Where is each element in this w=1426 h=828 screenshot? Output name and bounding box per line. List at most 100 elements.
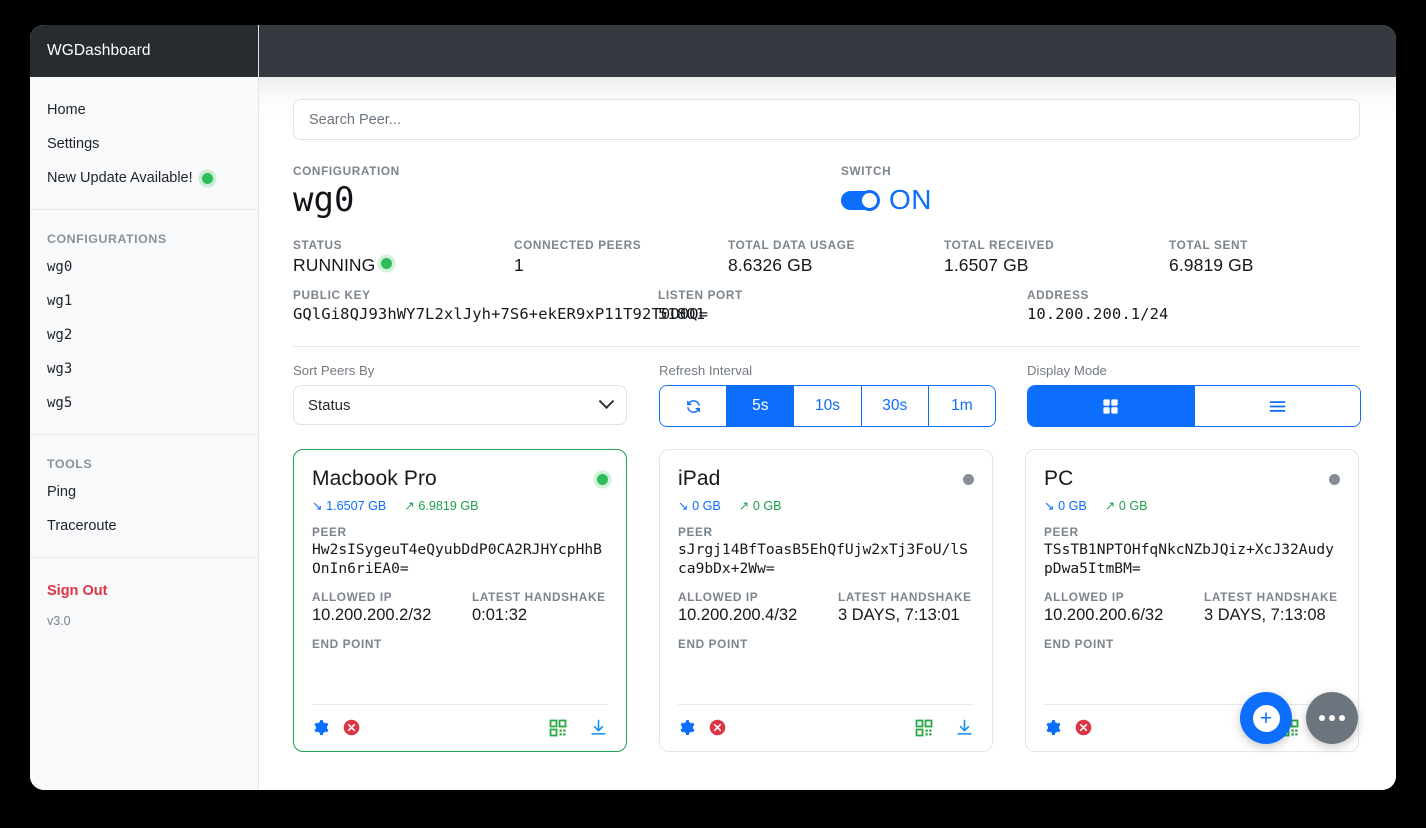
peer-endpoint-field: END POINT bbox=[1044, 637, 1340, 653]
add-peer-button[interactable]: + bbox=[1240, 692, 1292, 744]
refresh-interval-label: Refresh Interval bbox=[659, 363, 753, 379]
peer-key-label: PEER bbox=[678, 525, 713, 540]
gear-icon bbox=[314, 720, 329, 735]
qr-code-icon bbox=[549, 719, 567, 736]
peer-qrcode-button[interactable] bbox=[915, 719, 933, 737]
configuration-identity: CONFIGURATION wg0 bbox=[293, 164, 841, 220]
address-value: 10.200.200.1/24 bbox=[1027, 305, 1169, 324]
stat-connected-peers: CONNECTED PEERS 1 bbox=[514, 238, 728, 276]
sidebar-item-wg1[interactable]: wg1 bbox=[30, 284, 258, 318]
sidebar-item-home[interactable]: Home bbox=[30, 93, 258, 127]
peer-network-fields: ALLOWED IP 10.200.200.4/32 LATEST HANDSH… bbox=[678, 590, 974, 625]
stat-label: PUBLIC KEY bbox=[293, 288, 371, 303]
peer-sent: ↗ 0 GB bbox=[1104, 499, 1148, 514]
peer-sent-value: 6.9819 GB bbox=[418, 499, 479, 514]
search-peer-input[interactable]: Search Peer... bbox=[293, 99, 1360, 140]
peer-download-button[interactable] bbox=[589, 718, 608, 737]
display-mode-list-button[interactable] bbox=[1194, 386, 1360, 427]
chevron-down-icon bbox=[598, 392, 615, 409]
floating-action-buttons: + bbox=[1240, 692, 1358, 744]
sidebar-item-wg2[interactable]: wg2 bbox=[30, 318, 258, 352]
peer-allowed-ip: 10.200.200.4/32 bbox=[678, 606, 798, 625]
peer-status-dot-icon bbox=[963, 473, 974, 485]
peer-public-key: TSsTB1NPTOHfqNkcNZbJQiz+XcJ32AudypDwa5It… bbox=[1044, 541, 1334, 577]
sidebar-item-new-update[interactable]: New Update Available! bbox=[30, 161, 258, 195]
peer-delete-button[interactable] bbox=[343, 719, 360, 736]
switch-label: SWITCH bbox=[841, 164, 892, 178]
sidebar-main-nav: Home Settings New Update Available! bbox=[30, 77, 258, 210]
peer-card-actions bbox=[1044, 704, 1340, 737]
sidebar-header: WGDashboard bbox=[30, 25, 258, 77]
stat-label: TOTAL DATA USAGE bbox=[728, 238, 856, 253]
sidebar-item-wg0[interactable]: wg0 bbox=[30, 250, 258, 284]
configuration-switch[interactable]: ON bbox=[841, 184, 932, 216]
peer-received-value: 0 GB bbox=[692, 499, 721, 514]
peer-public-key: Hw2sISygeuT4eQyubDdP0CA2RJHYcpHhBOnIn6ri… bbox=[312, 541, 602, 577]
peer-card-actions-left bbox=[1044, 719, 1092, 736]
stat-value: 6.9819 GB bbox=[1169, 255, 1254, 276]
stat-value: 1.6507 GB bbox=[944, 255, 1029, 276]
peer-card[interactable]: PC ↘ 0 GB ↗ 0 GB PEER TSsTB1NPTOHfqNkcNZ… bbox=[1025, 449, 1359, 753]
refresh-interval-10s[interactable]: 10s bbox=[794, 386, 862, 427]
list-icon bbox=[1269, 400, 1286, 412]
section-divider bbox=[293, 346, 1360, 348]
peer-usage: ↘ 0 GB ↗ 0 GB bbox=[1044, 498, 1340, 513]
refresh-interval-30s[interactable]: 30s bbox=[861, 386, 929, 427]
refresh-interval-1m[interactable]: 1m bbox=[928, 386, 995, 427]
more-options-button[interactable] bbox=[1306, 692, 1358, 744]
peer-sent-value: 0 GB bbox=[752, 499, 782, 514]
peer-card[interactable]: iPad ↘ 0 GB ↗ 0 GB PEER sJrgj14BfToasB5E… bbox=[659, 449, 993, 753]
sidebar-item-wg5[interactable]: wg5 bbox=[30, 386, 258, 420]
sidebar-item-label: Home bbox=[47, 102, 86, 118]
sidebar-item-label: New Update Available! bbox=[47, 170, 193, 186]
stat-address: ADDRESS 10.200.200.1/24 bbox=[1027, 288, 1168, 324]
toggle-switch-icon[interactable] bbox=[841, 189, 880, 211]
peer-key-field: PEER Hw2sISygeuT4eQyubDdP0CA2RJHYcpHhBOn… bbox=[312, 525, 608, 578]
stat-label: LISTEN PORT bbox=[658, 288, 743, 303]
sidebar-item-label: Settings bbox=[47, 136, 100, 152]
stat-label: TOTAL RECEIVED bbox=[944, 238, 1055, 253]
sidebar-item-settings[interactable]: Settings bbox=[30, 127, 258, 161]
download-icon bbox=[591, 719, 606, 735]
refresh-interval-5s[interactable]: 5s bbox=[727, 386, 795, 427]
app-version: v3.0 bbox=[47, 614, 71, 628]
peer-settings-button[interactable] bbox=[678, 719, 695, 736]
stat-label: STATUS bbox=[293, 238, 343, 253]
peer-sent: ↗ 6.9819 GB bbox=[404, 499, 479, 514]
peer-settings-button[interactable] bbox=[1044, 719, 1061, 736]
peer-allowed-ip: 10.200.200.6/32 bbox=[1044, 606, 1164, 625]
configuration-hero: CONFIGURATION wg0 SWITCH ON bbox=[293, 164, 1360, 220]
peer-delete-button[interactable] bbox=[1075, 719, 1092, 736]
peer-allowed-ip-field: ALLOWED IP 10.200.200.6/32 bbox=[1044, 590, 1204, 625]
delete-circle-icon bbox=[709, 719, 726, 736]
sidebar-item-ping[interactable]: Ping bbox=[30, 475, 258, 509]
peer-card-header: iPad bbox=[678, 467, 974, 491]
sidebar-footer: Sign Out v3.0 bbox=[30, 558, 258, 648]
sidebar-item-wg3[interactable]: wg3 bbox=[30, 352, 258, 386]
gear-icon bbox=[680, 720, 695, 735]
peer-card-actions-left bbox=[312, 719, 360, 736]
stat-label: CONNECTED PEERS bbox=[514, 238, 642, 253]
peer-status-dot-icon bbox=[597, 473, 608, 485]
peer-card[interactable]: Macbook Pro ↘ 1.6507 GB ↗ 6.9819 GB PEER… bbox=[293, 449, 627, 753]
peer-card-actions bbox=[312, 704, 608, 737]
content-scroll-area: Search Peer... CONFIGURATION wg0 SWITCH … bbox=[259, 77, 1396, 790]
sidebar-item-traceroute[interactable]: Traceroute bbox=[30, 509, 258, 543]
peer-download-button[interactable] bbox=[955, 718, 974, 737]
listen-port-value: 51801 bbox=[658, 305, 706, 324]
peer-allowed-ip-label: ALLOWED IP bbox=[1044, 590, 1125, 605]
display-mode-grid-button[interactable] bbox=[1028, 386, 1195, 427]
sign-out-button[interactable]: Sign Out bbox=[30, 574, 258, 608]
peer-controls: Sort Peers By Status Refresh Interval bbox=[293, 363, 1361, 428]
peer-delete-button[interactable] bbox=[709, 719, 726, 736]
stat-public-key: PUBLIC KEY GQlGi8QJ93hWY7L2xlJyh+7S6+ekE… bbox=[293, 288, 708, 324]
status-dot-icon bbox=[381, 258, 393, 270]
peer-settings-button[interactable] bbox=[312, 719, 329, 736]
refresh-now-button[interactable] bbox=[660, 386, 728, 427]
peer-name: iPad bbox=[678, 467, 721, 491]
peer-latest-handshake: 3 DAYS, 7:13:08 bbox=[1204, 606, 1326, 625]
peer-qrcode-button[interactable] bbox=[549, 719, 567, 737]
sort-peers-select[interactable]: Status bbox=[293, 385, 627, 426]
peer-key-field: PEER sJrgj14BfToasB5EhQfUjw2xTj3FoU/lSca… bbox=[678, 525, 974, 578]
peer-card-actions bbox=[678, 704, 974, 737]
